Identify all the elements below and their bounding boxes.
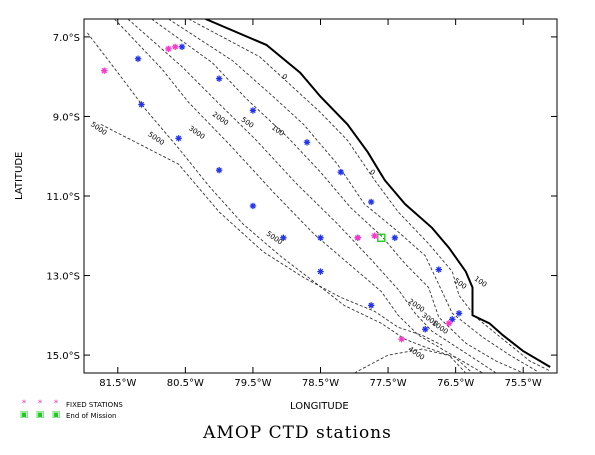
fixed-station-marker [172, 43, 179, 51]
y-tick-label: 15.0°S [46, 351, 80, 362]
contour-label: 5000 [89, 120, 108, 137]
ctd-station-marker [317, 268, 324, 275]
square-icon: ▣ [19, 410, 29, 420]
x-tick-label: 80.5°W [167, 378, 204, 389]
y-tick-label: 13.0°S [46, 272, 80, 283]
ctd-station-marker [178, 43, 186, 51]
contour-label: 5000 [147, 130, 166, 147]
axis-ticks: 81.5°W 80.5°W 79.5°W 78.5°W 77.5°W 76.5°W 75.5… [46, 19, 557, 389]
contour-line [114, 19, 473, 373]
contour-line [87, 32, 467, 373]
contour-label: 3000 [187, 124, 206, 141]
legend-label-fixed: FIXED STATIONS [66, 400, 123, 409]
end-of-mission-marker [377, 233, 386, 242]
contour-line [100, 123, 443, 346]
ctd-station-marker [215, 75, 223, 82]
map-frame [83, 18, 558, 374]
x-tick-label: 75.5°W [505, 378, 542, 389]
asterisk-icon: * [37, 399, 43, 409]
contour-label: 2000 [407, 297, 426, 314]
x-tick-label: 77.5°W [369, 378, 406, 389]
ctd-station-marker [249, 107, 257, 114]
ctd-station-marker [367, 198, 375, 206]
contour-line [151, 19, 524, 373]
ctd-station-marker [138, 101, 145, 108]
contour-label: 500 [240, 116, 256, 130]
ctd-station-marker [337, 168, 344, 176]
x-tick-label: 79.5°W [234, 378, 271, 389]
ctd-station-marker [134, 55, 142, 62]
fixed-station-marker [371, 232, 378, 239]
x-axis-label: LONGITUDE [290, 401, 349, 412]
y-tick-label: 7.0°S [53, 33, 80, 44]
contour-label: 0 [368, 168, 376, 177]
ctd-station-marker [280, 234, 287, 241]
coastline [205, 19, 551, 368]
y-tick-label: 9.0°S [53, 112, 80, 123]
contour-line [188, 19, 551, 372]
station-markers [101, 43, 463, 343]
fixed-station-marker [398, 335, 405, 343]
ctd-station-marker [303, 139, 311, 146]
contour-line [127, 19, 497, 373]
asterisk-icon: * [21, 399, 27, 409]
ctd-station-marker [249, 202, 257, 210]
square-icon: ▣ [35, 410, 45, 420]
ctd-station-marker [317, 234, 324, 241]
coastline-path [205, 19, 551, 368]
contour-label: 500 [452, 277, 468, 291]
contour-label: 100 [270, 124, 286, 138]
contour-line [354, 348, 483, 373]
x-tick-label: 78.5°W [302, 378, 339, 389]
legend-end-of-mission: ▣ ▣ ▣ End of Mission [16, 410, 117, 420]
contour-label: 0 [280, 72, 288, 81]
fixed-station-marker [165, 45, 172, 53]
ctd-station-marker [215, 166, 223, 174]
contour-label: 2000 [211, 110, 230, 127]
contour-label: 4000 [407, 345, 426, 362]
legend-label-end: End of Mission [66, 411, 117, 420]
fixed-station-marker [101, 67, 108, 74]
fixed-station-marker [354, 234, 361, 241]
fixed-station-marker [445, 320, 453, 327]
ctd-station-marker [455, 310, 463, 317]
contour-label: 3000 [420, 311, 439, 328]
square-icon: ▣ [51, 410, 61, 420]
y-tick-label: 11.0°S [46, 192, 80, 203]
legend-fixed-stations: * * * FIXED STATIONS [16, 400, 123, 409]
contour-line [168, 19, 537, 372]
ctd-station-marker [435, 266, 442, 273]
asterisk-icon: * [53, 399, 59, 409]
ctd-station-marker [367, 302, 375, 309]
map-title: AMOP CTD stations [203, 423, 392, 443]
ctd-station-marker [422, 326, 429, 333]
ctd-station-marker [391, 234, 399, 241]
ctd-station-marker [175, 135, 182, 142]
x-tick-label: 81.5°W [99, 378, 136, 389]
contour-label: 100 [473, 275, 489, 289]
plot-frame [83, 18, 558, 374]
x-tick-label: 76.5°W [437, 378, 474, 389]
y-axis-label: LATITUDE [14, 151, 25, 200]
